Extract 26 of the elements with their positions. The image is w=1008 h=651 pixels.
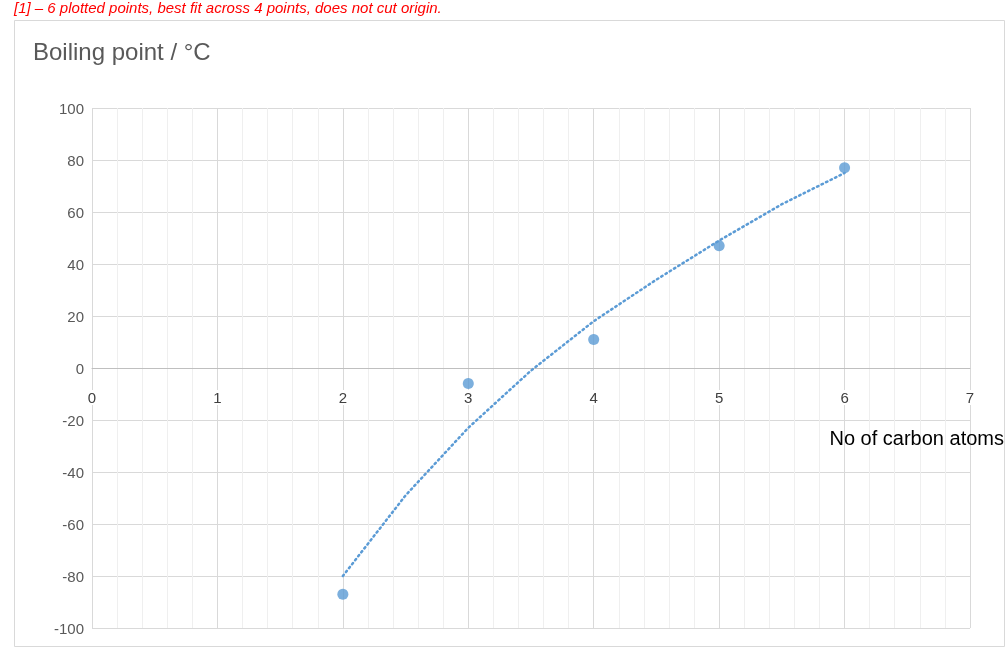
- y-tick-label: 40: [67, 255, 84, 273]
- y-tick-label: 80: [67, 151, 84, 169]
- point: [588, 333, 600, 345]
- point: [337, 588, 349, 600]
- y-tick-label: -20: [62, 411, 84, 429]
- x-axis-title: No of carbon atoms: [829, 427, 1004, 449]
- x-tick-label: 5: [714, 389, 724, 406]
- y-tick-label: -100: [53, 619, 84, 637]
- x-tick-label: 6: [840, 389, 849, 406]
- x-tick-label: 7: [965, 389, 975, 406]
- chart-title: Boiling point / °C: [33, 37, 211, 65]
- y-tick-label: 0: [75, 359, 84, 377]
- point: [462, 378, 474, 390]
- y-tick-label: 100: [58, 99, 84, 117]
- x-tick-label: 2: [338, 389, 348, 406]
- x-tick-label: 3: [464, 389, 473, 406]
- x-tick-label: 1: [213, 389, 222, 406]
- x-tick-label: 4: [589, 389, 598, 406]
- y-tick-label: -40: [62, 463, 84, 481]
- y-tick-label: -60: [62, 515, 84, 533]
- x-tick-label: 0: [87, 389, 97, 406]
- y-tick-label: 60: [67, 203, 84, 221]
- y-tick-label: -80: [62, 567, 84, 585]
- point: [839, 162, 851, 174]
- text: [1] – 6 plotted points, best fit across 4 points, does not cut origin.: [13, 0, 442, 16]
- y-tick-label: 20: [67, 307, 84, 325]
